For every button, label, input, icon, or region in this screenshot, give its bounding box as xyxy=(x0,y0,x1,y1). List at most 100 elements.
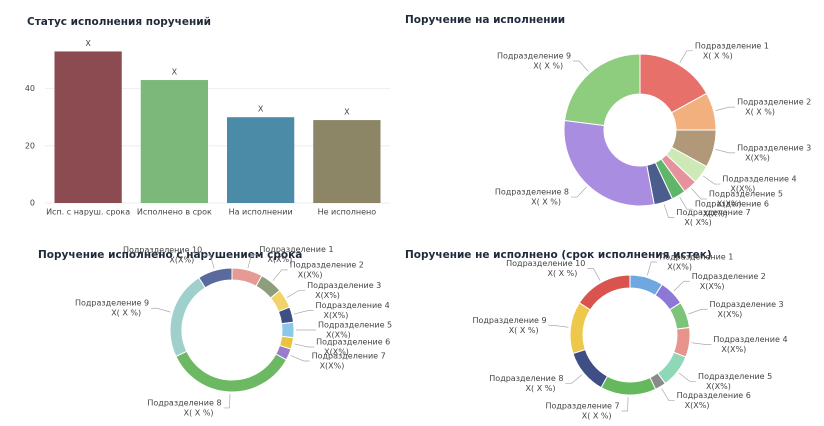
slice-value-label: X(X%) xyxy=(717,200,742,209)
slice-value-label: X(X%) xyxy=(320,361,345,370)
leader-line xyxy=(673,280,690,292)
leader-line xyxy=(548,325,569,328)
leader-line xyxy=(621,396,629,412)
data-label: X xyxy=(172,68,178,77)
slice xyxy=(281,321,295,339)
leader-line xyxy=(247,254,258,269)
leader-line xyxy=(661,388,675,401)
slice-value-label: X(X%) xyxy=(298,270,323,279)
slice-label: Подразделение 2 xyxy=(692,272,766,281)
slice-label: Подразделение 9 xyxy=(497,51,571,60)
slice-value-label: X( X%) xyxy=(684,218,711,227)
leader-line xyxy=(294,343,315,348)
slice-label: Подразделение 4 xyxy=(713,335,787,344)
leader-line xyxy=(223,393,231,409)
leader-line xyxy=(286,289,306,298)
slice-value-label: X(X%) xyxy=(324,348,349,357)
slice-label: Подразделение 4 xyxy=(722,175,796,184)
leader-line xyxy=(691,188,707,200)
leader-line xyxy=(293,310,314,315)
bar xyxy=(226,117,295,203)
bar xyxy=(54,51,122,203)
leader-line xyxy=(204,254,215,269)
slice-value-label: X(X%) xyxy=(706,382,731,391)
slice-label: Подразделение 3 xyxy=(710,300,784,309)
slice-label: Подразделение 9 xyxy=(472,316,546,325)
leader-line xyxy=(646,261,658,276)
leader-line xyxy=(678,372,697,382)
leader-line xyxy=(663,204,675,218)
bar xyxy=(313,120,381,203)
slice-value-label: X( X %) xyxy=(531,198,561,207)
x-tick-label: На исполнении xyxy=(229,208,293,217)
slice-label: Подразделение 3 xyxy=(307,281,381,290)
leader-line xyxy=(688,308,708,315)
slice-label: Подразделение 3 xyxy=(737,143,811,152)
slice-label: Подразделение 2 xyxy=(290,260,364,269)
x-tick-label: Исполнено в срок xyxy=(137,208,212,217)
slice-value-label: X(X%) xyxy=(730,185,755,194)
slice-label: Подразделение 8 xyxy=(489,374,563,383)
slice xyxy=(198,267,233,289)
leader-line xyxy=(702,175,721,185)
chart-title: Поручение исполнено с нарушением срока xyxy=(38,249,302,261)
leader-line xyxy=(565,374,583,384)
x-tick-label: Исп. с наруш. срока xyxy=(46,208,130,217)
leader-line xyxy=(151,307,171,313)
leader-line xyxy=(290,355,310,362)
slice-value-label: X(X%) xyxy=(703,210,728,219)
slice-value-label: X(X%) xyxy=(169,256,194,265)
slice xyxy=(169,276,206,358)
leader-line xyxy=(573,60,589,72)
slice-label: Подразделение 2 xyxy=(737,98,811,107)
slice-value-label: X( X %) xyxy=(526,384,556,393)
slice-label: Подразделение 8 xyxy=(147,398,221,407)
slice-label: Подразделение 6 xyxy=(677,391,751,400)
slice-value-label: X( X %) xyxy=(582,411,612,420)
leader-line xyxy=(691,342,712,345)
slice xyxy=(600,375,657,396)
slice-label: Подразделение 7 xyxy=(676,208,750,217)
slice-value-label: X( X %) xyxy=(111,309,141,318)
slice xyxy=(578,274,631,311)
slice-label: Подразделение 10 xyxy=(506,259,585,268)
leader-line xyxy=(587,268,601,281)
data-label: X xyxy=(344,108,350,117)
slice-label: Подразделение 1 xyxy=(659,253,733,262)
data-label: X xyxy=(258,105,264,114)
slice-value-label: X( X %) xyxy=(745,108,775,117)
slice-label: Подразделение 7 xyxy=(545,401,619,410)
y-tick-label: 0 xyxy=(30,199,35,208)
slice-value-label: X(X%) xyxy=(745,153,770,162)
slice-value-label: X(X%) xyxy=(315,291,340,300)
y-tick-label: 40 xyxy=(25,84,35,93)
slice xyxy=(564,53,641,127)
slice-label: Подразделение 9 xyxy=(75,299,149,308)
slice-value-label: X(X%) xyxy=(267,255,292,264)
y-tick-label: 20 xyxy=(25,141,35,150)
bar xyxy=(140,80,209,203)
slice-value-label: X(X%) xyxy=(324,311,349,320)
x-tick-label: Не исполнено xyxy=(318,208,377,217)
slice-label: Подразделение 5 xyxy=(709,190,783,199)
slice-value-label: X(X%) xyxy=(326,331,351,340)
leader-line xyxy=(715,106,736,111)
chart-title: Поручение не исполнено (срок исполнения … xyxy=(405,249,712,261)
leader-line xyxy=(679,196,693,210)
slice-value-label: X( X %) xyxy=(509,326,539,335)
slice-label: Подразделение 6 xyxy=(316,338,390,347)
leader-line xyxy=(715,149,736,154)
slice-label: Подразделение 10 xyxy=(123,246,202,255)
slice-label: Подразделение 6 xyxy=(695,200,769,209)
slice xyxy=(569,302,592,355)
slice-value-label: X(X%) xyxy=(667,263,692,272)
slice-label: Подразделение 4 xyxy=(316,301,390,310)
slice-value-label: X( X %) xyxy=(533,61,563,70)
leader-line xyxy=(679,50,693,64)
leader-line xyxy=(272,269,288,281)
slice-value-label: X( X %) xyxy=(184,408,214,417)
chart-title: Статус исполнения поручений xyxy=(27,16,211,28)
slice xyxy=(572,348,609,389)
slice-value-label: X(X%) xyxy=(685,401,710,410)
slice-label: Подразделение 1 xyxy=(695,41,769,50)
